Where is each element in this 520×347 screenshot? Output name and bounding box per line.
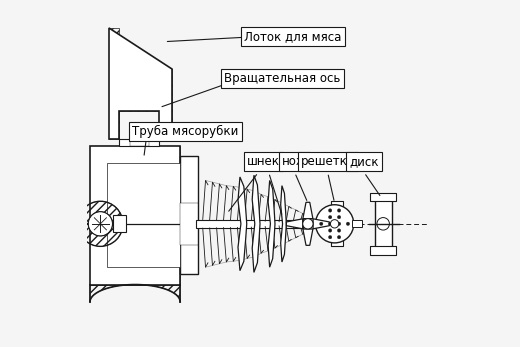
Polygon shape	[238, 177, 247, 271]
Polygon shape	[120, 139, 159, 146]
Polygon shape	[130, 139, 149, 146]
Circle shape	[337, 229, 341, 232]
Polygon shape	[180, 156, 198, 274]
Text: Вращательная ось: Вращательная ось	[224, 71, 341, 85]
Circle shape	[303, 219, 313, 229]
Text: решетка: решетка	[301, 155, 355, 168]
Circle shape	[329, 222, 332, 226]
Circle shape	[346, 222, 349, 226]
Text: шнек: шнек	[247, 155, 280, 168]
Polygon shape	[268, 180, 275, 267]
Bar	[112, 215, 126, 232]
Circle shape	[329, 209, 332, 212]
Polygon shape	[313, 219, 329, 229]
Bar	[352, 220, 362, 227]
Circle shape	[319, 222, 323, 226]
Text: Труба мясорубки: Труба мясорубки	[132, 125, 239, 138]
Circle shape	[337, 235, 341, 239]
Circle shape	[329, 215, 332, 219]
Polygon shape	[281, 186, 287, 262]
Circle shape	[337, 209, 341, 212]
Circle shape	[329, 229, 332, 232]
Polygon shape	[370, 193, 396, 201]
Polygon shape	[331, 201, 343, 246]
Text: диск: диск	[349, 155, 379, 168]
Polygon shape	[252, 175, 260, 272]
Polygon shape	[180, 203, 198, 245]
Polygon shape	[196, 220, 303, 228]
Bar	[331, 215, 345, 232]
Circle shape	[88, 212, 112, 236]
Polygon shape	[287, 219, 303, 229]
Bar	[303, 218, 308, 230]
Text: нож: нож	[282, 155, 307, 168]
Circle shape	[377, 218, 389, 230]
Circle shape	[316, 205, 354, 243]
Polygon shape	[109, 28, 172, 139]
Circle shape	[330, 220, 339, 228]
Polygon shape	[303, 202, 313, 219]
Polygon shape	[90, 146, 180, 285]
Polygon shape	[370, 246, 396, 255]
Circle shape	[337, 222, 341, 226]
Polygon shape	[303, 229, 313, 245]
Polygon shape	[107, 163, 180, 267]
Circle shape	[329, 235, 332, 239]
Polygon shape	[374, 198, 392, 250]
Text: Лоток для мяса: Лоток для мяса	[244, 30, 342, 43]
Circle shape	[337, 215, 341, 219]
